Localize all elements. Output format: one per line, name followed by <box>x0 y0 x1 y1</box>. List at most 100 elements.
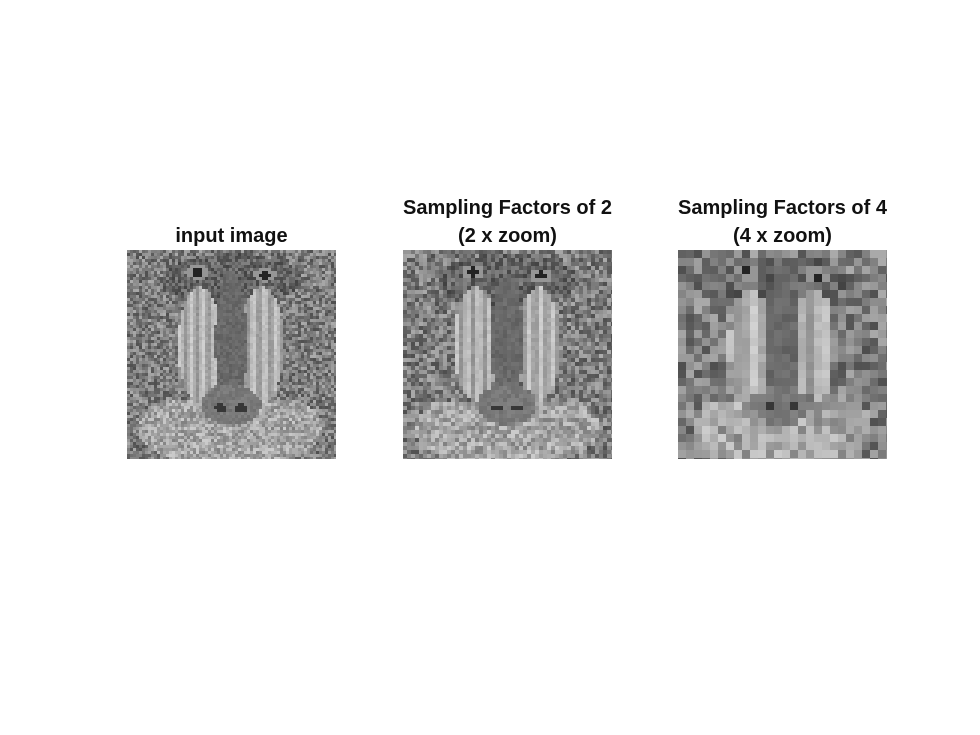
image-pixel-block <box>196 418 200 422</box>
image-pixel-block <box>175 373 179 377</box>
image-pixel-block <box>316 394 320 398</box>
image-pixel-block <box>151 301 155 305</box>
image-pixel-block <box>199 370 203 374</box>
image-pixel-block <box>154 265 158 269</box>
image-pixel-block <box>172 259 176 263</box>
image-pixel-block <box>292 406 296 410</box>
image-pixel-block <box>334 295 336 299</box>
image-pixel-block <box>310 328 314 332</box>
image-pixel-block <box>250 433 254 437</box>
image-pixel-block <box>259 394 263 398</box>
image-pixel-block <box>133 373 137 377</box>
image-pixel-block <box>310 313 314 317</box>
image-pixel-block <box>172 334 176 338</box>
image-pixel-block <box>223 304 227 308</box>
image-pixel-block <box>211 427 215 431</box>
image-pixel-block <box>163 268 167 272</box>
image-pixel-block <box>262 325 266 329</box>
image-pixel-block <box>217 292 221 296</box>
image-pixel-block <box>247 403 251 407</box>
image-pixel-block <box>160 286 164 290</box>
image-pixel-block <box>130 445 134 449</box>
image-pixel-block <box>136 376 140 380</box>
image-pixel-block <box>202 358 206 362</box>
image-pixel-block <box>319 313 323 317</box>
image-pixel-block <box>241 367 245 371</box>
image-pixel-block <box>211 400 215 404</box>
image-pixel-block <box>280 400 284 404</box>
image-pixel-block <box>435 250 440 255</box>
image-pixel-block <box>217 406 221 410</box>
image-pixel-block <box>295 415 299 419</box>
image-pixel-block <box>250 349 254 353</box>
image-pixel-block <box>256 304 260 308</box>
image-pixel-block <box>310 268 314 272</box>
image-pixel-block <box>139 454 143 458</box>
image-pixel-block <box>214 382 218 386</box>
image-pixel-block <box>322 259 326 263</box>
image-pixel-block <box>250 409 254 413</box>
image-pixel-block <box>313 394 317 398</box>
image-pixel-block <box>133 265 137 269</box>
image-pixel-block <box>148 406 152 410</box>
image-pixel-block <box>139 343 143 347</box>
image-pixel-block <box>319 289 323 293</box>
image-pixel-block <box>199 328 203 332</box>
image-pixel-block <box>148 334 152 338</box>
image-pixel-block <box>196 388 200 392</box>
image-pixel-block <box>184 379 188 383</box>
image-pixel-block <box>157 454 161 458</box>
image-pixel-block <box>133 292 137 296</box>
image-pixel-block <box>259 409 263 413</box>
image-pixel-block <box>301 355 305 359</box>
image-pixel-block <box>145 415 149 419</box>
image-pixel-block <box>256 448 260 452</box>
image-pixel-block <box>190 301 194 305</box>
image-pixel-block <box>217 394 221 398</box>
image-pixel-block <box>145 319 149 323</box>
image-pixel-block <box>199 448 203 452</box>
image-pixel-block <box>328 415 332 419</box>
image-pixel-block <box>190 331 194 335</box>
image-pixel-block <box>328 349 332 353</box>
image-pixel-block <box>268 421 272 425</box>
image-pixel-block <box>256 307 260 311</box>
image-pixel-block <box>202 403 206 407</box>
image-pixel-block <box>127 415 131 419</box>
image-pixel-block <box>250 256 254 260</box>
image-pixel-block <box>160 358 164 362</box>
image-pixel-block <box>157 286 161 290</box>
image-pixel-block <box>232 259 236 263</box>
image-pixel-block <box>139 442 143 446</box>
image-pixel-block <box>295 301 299 305</box>
image-pixel-block <box>181 385 185 389</box>
image-pixel-block <box>169 430 173 434</box>
image-pixel-block <box>238 328 242 332</box>
image-pixel-block <box>322 358 326 362</box>
image-pixel-block <box>334 400 336 404</box>
image-pixel-block <box>283 256 287 260</box>
image-pixel-block <box>181 262 185 266</box>
image-pixel-block <box>184 283 188 287</box>
image-pixel-block <box>271 397 275 401</box>
image-pixel-block <box>178 361 182 365</box>
image-pixel-block <box>136 256 140 260</box>
image-pixel-block <box>241 310 245 314</box>
image-pixel-block <box>220 457 224 459</box>
image-pixel-block <box>217 421 221 425</box>
image-pixel-block <box>214 394 218 398</box>
image-pixel-block <box>217 385 221 389</box>
image-pixel-block <box>211 292 215 296</box>
image-pixel-block <box>229 352 233 356</box>
image-pixel-block <box>271 280 275 284</box>
image-pixel-block <box>223 292 227 296</box>
image-pixel-block <box>208 382 212 386</box>
image-pixel-block <box>211 334 215 338</box>
image-pixel-block <box>208 397 212 401</box>
image-pixel-block <box>223 268 227 272</box>
image-pixel-block <box>250 301 254 305</box>
image-pixel-block <box>214 361 218 365</box>
image-pixel-block <box>268 433 272 437</box>
image-pixel-block <box>136 316 140 320</box>
image-pixel-block <box>256 295 260 299</box>
